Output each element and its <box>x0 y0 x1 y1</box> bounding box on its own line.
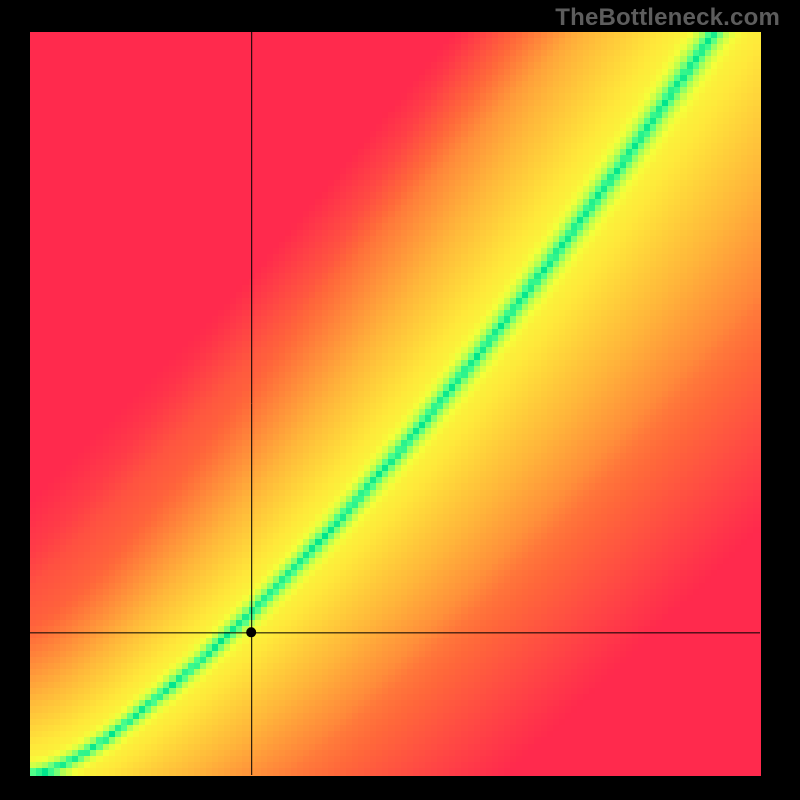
watermark-text: TheBottleneck.com <box>555 4 780 32</box>
chart-container: TheBottleneck.com <box>0 0 800 800</box>
heatmap-canvas <box>0 0 800 800</box>
